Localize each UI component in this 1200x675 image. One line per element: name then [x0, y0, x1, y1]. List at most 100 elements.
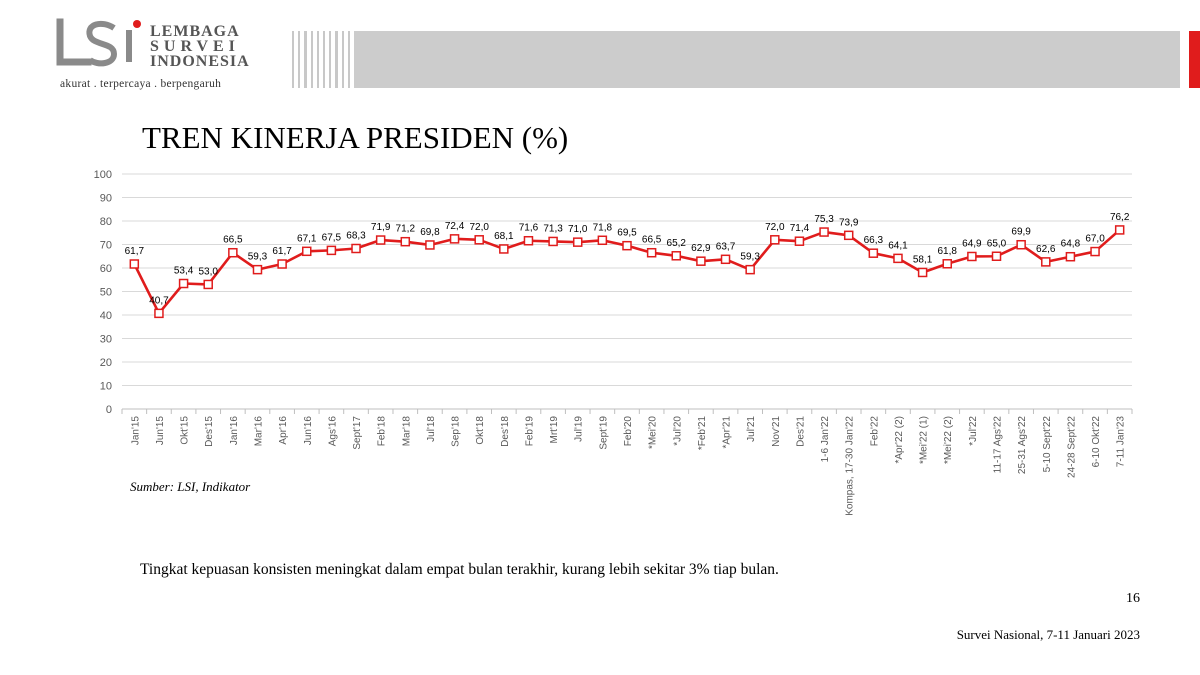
data-label: 68,1: [494, 231, 514, 242]
data-point: [474, 235, 484, 245]
slide-title: TREN KINERJA PRESIDEN (%): [142, 120, 569, 155]
data-point: [819, 227, 829, 237]
y-tick-label: 40: [100, 310, 112, 322]
data-point: [1041, 257, 1051, 267]
data-point: [967, 251, 977, 262]
y-tick-label: 50: [100, 287, 112, 299]
data-point: [572, 237, 583, 247]
x-tick-label: 24-28 Sept'22: [1066, 416, 1077, 478]
x-tick-label: *Apr'21: [722, 416, 733, 449]
data-point: [326, 245, 337, 256]
x-tick-label: 5-10 Sept'22: [1042, 416, 1053, 473]
logo-tagline: akurat . terpercaya . berpengaruh: [60, 78, 222, 90]
data-label: 72,0: [765, 222, 785, 233]
x-tick-label: Jan'16: [229, 416, 240, 446]
data-point: [1114, 225, 1125, 235]
line-chart: 0 10 20 30 40 50 60 70 80 90 100 Jan'15 Jun'15 Okt'15…: [94, 169, 1133, 516]
x-tick-label: Okt'15: [180, 416, 191, 445]
data-point: [991, 251, 1002, 261]
x-tick-label: Ags'16: [327, 416, 338, 447]
x-tick-label: Mrt'19: [549, 416, 560, 444]
data-label: 67,0: [1085, 234, 1105, 245]
red-accent-bar: [1189, 31, 1200, 88]
data-label: 69,9: [1011, 227, 1031, 238]
data-label: 66,5: [223, 235, 243, 246]
data-point: [745, 264, 755, 275]
data-label: 65,2: [667, 238, 687, 249]
x-tick-label: *Mei'22 (1): [919, 416, 930, 464]
data-point: [696, 256, 706, 266]
x-tick-label: Jul'18: [426, 416, 437, 442]
data-label: 73,9: [839, 217, 859, 228]
data-label: 64,1: [888, 240, 908, 251]
x-tick-label: Nov'21: [771, 416, 782, 447]
lsi-logo-mark: [56, 18, 141, 67]
x-tick-label: 7-11 Jan'23: [1116, 416, 1127, 468]
data-label: 66,5: [642, 235, 662, 246]
data-point: [375, 235, 386, 245]
data-label: 40,7: [149, 295, 169, 306]
data-point: [671, 251, 682, 261]
logo-line-2: SURVEI: [150, 38, 240, 55]
data-label: 62,9: [691, 243, 711, 254]
data-point: [302, 246, 312, 257]
y-tick-label: 60: [100, 263, 112, 275]
data-point: [646, 247, 657, 258]
logo-line-3: INDONESIA: [150, 53, 250, 70]
x-tick-label: Kompas, 17-30 Jan'22: [845, 416, 856, 516]
data-point: [548, 236, 558, 247]
x-tick-label: Des'21: [795, 416, 806, 447]
data-point: [203, 279, 213, 290]
x-tick-label: Des'15: [204, 416, 215, 447]
x-tick-label: Jul'19: [574, 416, 585, 442]
x-tick-label: Sept'17: [352, 416, 363, 450]
data-label: 62,6: [1036, 244, 1056, 255]
data-label: 67,5: [322, 232, 342, 243]
data-point: [228, 247, 238, 258]
data-point: [794, 236, 805, 246]
lsi-logo: LEMBAGA SURVEI INDONESIA akurat . terper…: [52, 14, 262, 92]
data-point: [129, 259, 140, 269]
x-tick-label: Feb'22: [869, 416, 880, 447]
data-point: [449, 234, 460, 244]
x-tick-label: *Mei'22 (2): [943, 416, 954, 464]
header-band: [292, 31, 1192, 88]
y-tick-label: 90: [100, 193, 112, 205]
x-tick-label: 6-10 Okt'22: [1091, 416, 1102, 468]
footer-text: Survei Nasional, 7-11 Januari 2023: [956, 627, 1140, 642]
x-tick-label: Apr'16: [278, 416, 289, 445]
header-bar: [354, 31, 1180, 88]
y-tick-label: 30: [100, 334, 112, 346]
data-label: 69,8: [420, 227, 440, 238]
data-label: 71,4: [790, 223, 810, 234]
data-point: [252, 264, 263, 275]
x-tick-label: *Feb'21: [697, 416, 708, 451]
y-tick-label: 0: [106, 404, 112, 416]
data-label: 59,3: [248, 252, 268, 263]
header-stripes: [292, 31, 351, 88]
data-label: 72,4: [445, 221, 465, 232]
y-tick-label: 70: [100, 240, 112, 252]
data-label: 71,8: [593, 222, 613, 233]
data-point: [893, 253, 903, 264]
data-point: [178, 278, 189, 289]
data-label: 61,7: [125, 246, 145, 257]
data-label: 65,0: [987, 238, 1007, 249]
data-label: 71,9: [371, 222, 391, 233]
data-label: 64,8: [1061, 239, 1081, 250]
data-point: [843, 230, 854, 241]
logo-line-1: LEMBAGA: [150, 23, 240, 40]
data-point: [770, 235, 780, 245]
data-point: [277, 259, 287, 269]
x-tick-label: Mar'16: [253, 416, 264, 447]
y-tick-label: 100: [94, 169, 112, 181]
data-label: 59,3: [740, 252, 760, 263]
x-tick-label: *Jul'22: [968, 416, 979, 446]
data-label: 53,0: [198, 266, 218, 277]
x-tick-label: Des'18: [500, 416, 511, 447]
data-point: [917, 267, 928, 278]
x-tick-label: Jun'16: [303, 416, 314, 446]
data-label: 75,3: [814, 214, 834, 225]
x-tick-label: *Apr'22 (2): [894, 416, 905, 464]
data-point: [523, 235, 534, 246]
